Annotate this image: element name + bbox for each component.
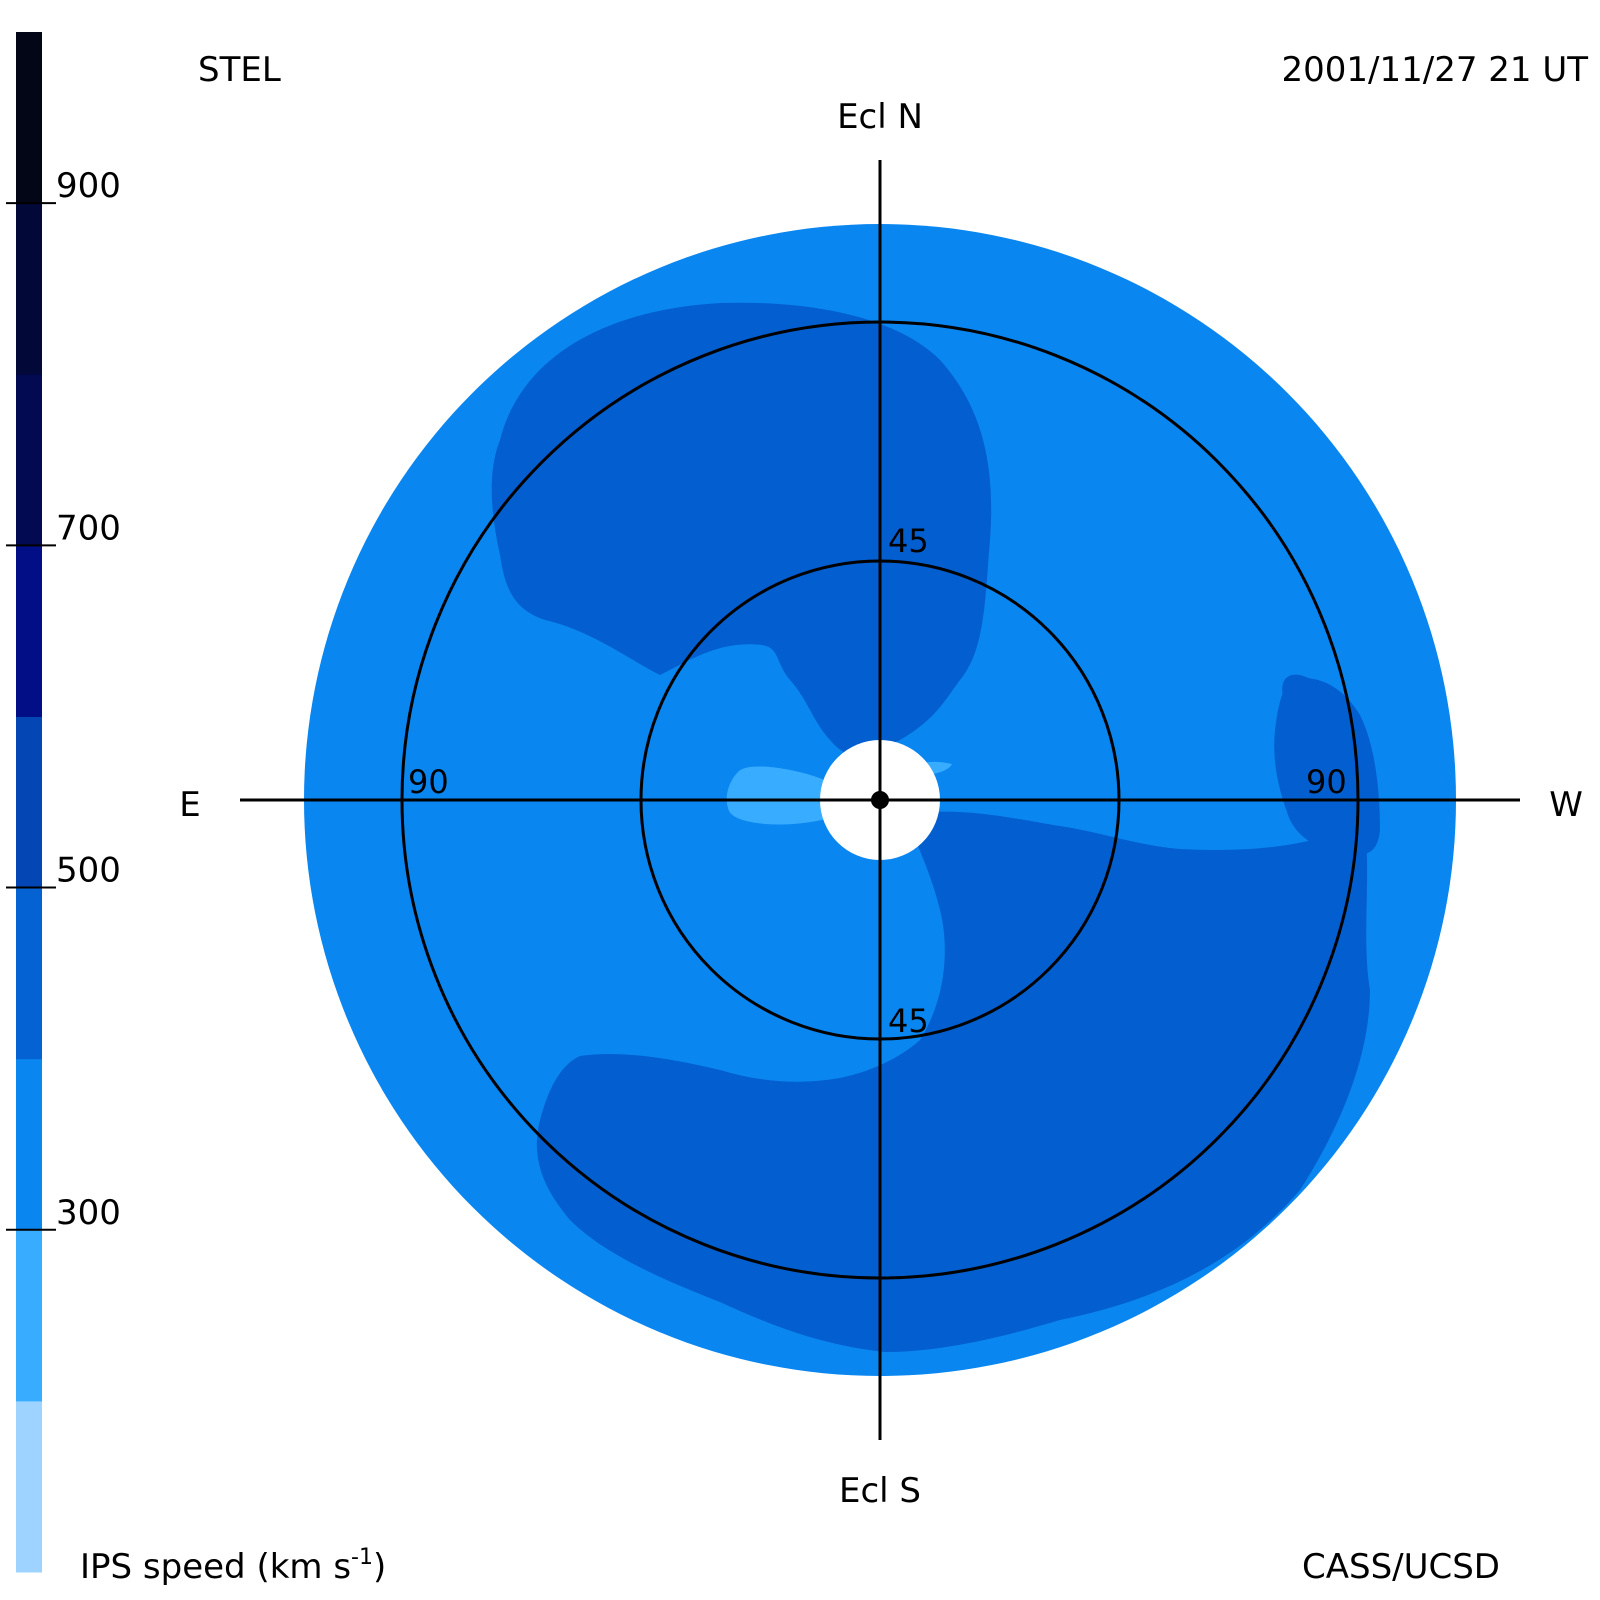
colorbar-tick-label-1: 700: [56, 508, 121, 548]
axis-label-west: W: [1549, 785, 1583, 825]
colorbar-band-5: [16, 545, 42, 717]
colorbar-band-0: [16, 1400, 42, 1573]
colorbar-band-1: [16, 1229, 42, 1402]
colorbar-band-6: [16, 374, 42, 546]
colorbar-tick-label-2: 500: [56, 851, 121, 891]
colorbar-title: IPS speed (km s-1): [80, 1545, 386, 1587]
ring-label-45-south: 45: [888, 1002, 929, 1040]
fast-region-south-west: [536, 674, 1370, 1352]
colorbar-band-2: [16, 1058, 42, 1231]
colorbar-band-8: [16, 32, 42, 204]
speed-colorbar: [16, 32, 42, 1573]
datetime-label: 2001/11/27 21 UT: [1282, 50, 1589, 90]
colorbar-tick-label-0: 900: [56, 166, 121, 206]
credit-label: CASS/UCSD: [1302, 1547, 1500, 1587]
axis-label-south: Ecl S: [839, 1471, 921, 1511]
ring-label-90-west: 90: [1306, 763, 1347, 801]
colorbar-band-3: [16, 887, 42, 1060]
axis-label-east: E: [179, 785, 200, 825]
colorbar-band-4: [16, 716, 42, 889]
fast-region-north: [491, 302, 992, 756]
axis-label-north: Ecl N: [837, 97, 923, 137]
colorbar-ticks: 900 700 500 300: [6, 166, 121, 1233]
observatory-label: STEL: [198, 50, 281, 90]
slow-patch-east: [726, 766, 843, 825]
colorbar-band-7: [16, 203, 42, 375]
ring-label-45-north: 45: [888, 522, 929, 560]
sky-map: Ecl N Ecl S E W 45 45 90 90: [179, 97, 1583, 1511]
ring-label-90-east: 90: [408, 763, 449, 801]
fast-region-west-lobe: [1274, 678, 1380, 856]
colorbar-tick-label-3: 300: [56, 1193, 121, 1233]
